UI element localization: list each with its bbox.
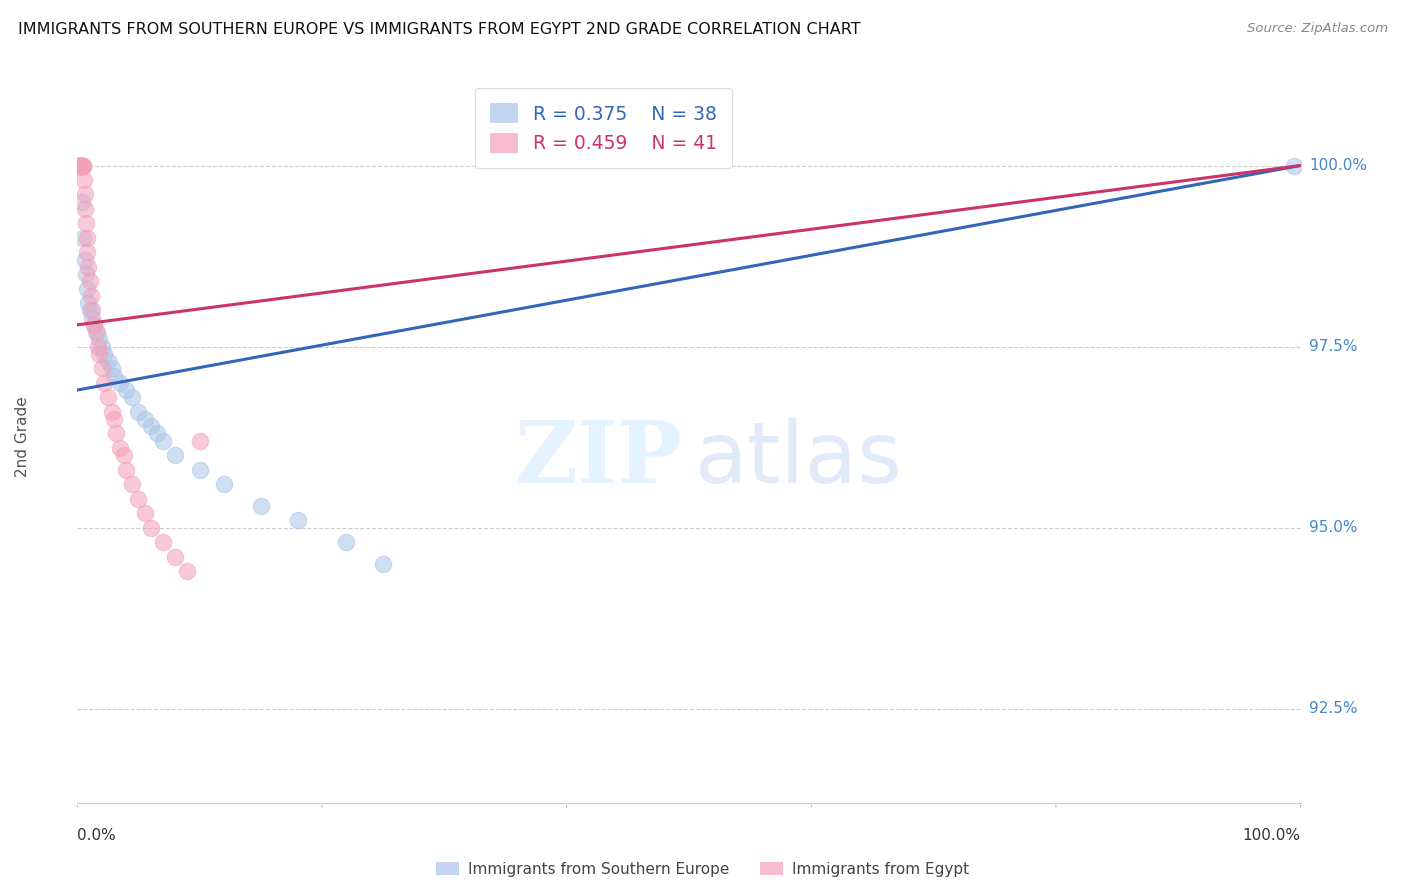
Point <box>79 303 101 318</box>
Point <box>93 376 115 390</box>
Point <box>77 296 100 310</box>
Point <box>97 390 120 404</box>
Point <box>72 159 94 173</box>
Point <box>69 159 91 173</box>
Point <box>70 159 93 173</box>
Point <box>105 426 128 441</box>
Point <box>165 448 187 462</box>
Point <box>134 412 156 426</box>
Text: 95.0%: 95.0% <box>1309 520 1357 535</box>
Point <box>76 245 98 260</box>
Point <box>287 513 309 527</box>
Point <box>115 383 138 397</box>
Point <box>165 549 187 564</box>
Point <box>87 340 110 354</box>
Point <box>152 535 174 549</box>
Point <box>77 260 100 274</box>
Point <box>67 159 90 173</box>
Point <box>212 477 235 491</box>
Point <box>79 274 101 288</box>
Point <box>127 405 149 419</box>
Point <box>75 216 97 230</box>
Point <box>66 159 89 173</box>
Point <box>100 361 122 376</box>
Point <box>73 252 96 267</box>
Point <box>127 491 149 506</box>
Point <box>335 535 357 549</box>
Point <box>121 477 143 491</box>
Point <box>115 463 138 477</box>
Point <box>69 159 91 173</box>
Point <box>70 194 93 209</box>
Point <box>90 361 112 376</box>
Point <box>69 159 91 173</box>
Text: 100.0%: 100.0% <box>1309 158 1367 173</box>
Point <box>89 347 111 361</box>
Text: ZIP: ZIP <box>515 417 683 501</box>
Point <box>80 303 103 318</box>
Legend: R = 0.375    N = 38, R = 0.459    N = 41: R = 0.375 N = 38, R = 0.459 N = 41 <box>475 88 733 169</box>
Text: IMMIGRANTS FROM SOUTHERN EUROPE VS IMMIGRANTS FROM EGYPT 2ND GRADE CORRELATION C: IMMIGRANTS FROM SOUTHERN EUROPE VS IMMIG… <box>18 22 860 37</box>
Text: 0.0%: 0.0% <box>77 828 117 843</box>
Point <box>188 434 211 448</box>
Point <box>103 412 125 426</box>
Point <box>250 499 273 513</box>
Point <box>121 390 143 404</box>
Point <box>108 441 131 455</box>
Point <box>188 463 211 477</box>
Point <box>100 405 122 419</box>
Point <box>72 231 94 245</box>
Point <box>69 159 91 173</box>
Point <box>83 318 105 332</box>
Point <box>70 159 93 173</box>
Point <box>1284 159 1306 173</box>
Point <box>75 202 97 216</box>
Point <box>176 564 198 578</box>
Point <box>152 434 174 448</box>
Point <box>89 332 111 346</box>
Point <box>139 520 162 534</box>
Point <box>76 231 98 245</box>
Point <box>86 325 108 339</box>
Point <box>371 557 394 571</box>
Point <box>146 426 169 441</box>
Point <box>134 506 156 520</box>
Legend: Immigrants from Southern Europe, Immigrants from Egypt: Immigrants from Southern Europe, Immigra… <box>429 854 977 884</box>
Point <box>70 159 93 173</box>
Point <box>80 310 103 325</box>
Point <box>97 354 120 368</box>
Point <box>75 267 97 281</box>
Text: Source: ZipAtlas.com: Source: ZipAtlas.com <box>1247 22 1388 36</box>
Point <box>72 159 94 173</box>
Point <box>67 159 90 173</box>
Point <box>73 173 96 187</box>
Point <box>70 159 93 173</box>
Point <box>93 347 115 361</box>
Text: 97.5%: 97.5% <box>1309 339 1357 354</box>
Point <box>103 368 125 383</box>
Text: 2nd Grade: 2nd Grade <box>15 397 30 477</box>
Point <box>76 282 98 296</box>
Point <box>70 159 93 173</box>
Point <box>84 325 107 339</box>
Point <box>112 448 135 462</box>
Point <box>73 187 96 202</box>
Text: atlas: atlas <box>695 417 903 500</box>
Text: 92.5%: 92.5% <box>1309 701 1357 716</box>
Point <box>108 376 131 390</box>
Point <box>80 289 103 303</box>
Point <box>67 159 90 173</box>
Point <box>139 419 162 434</box>
Point <box>90 340 112 354</box>
Text: 100.0%: 100.0% <box>1243 828 1301 843</box>
Point <box>83 318 105 332</box>
Point <box>67 159 90 173</box>
